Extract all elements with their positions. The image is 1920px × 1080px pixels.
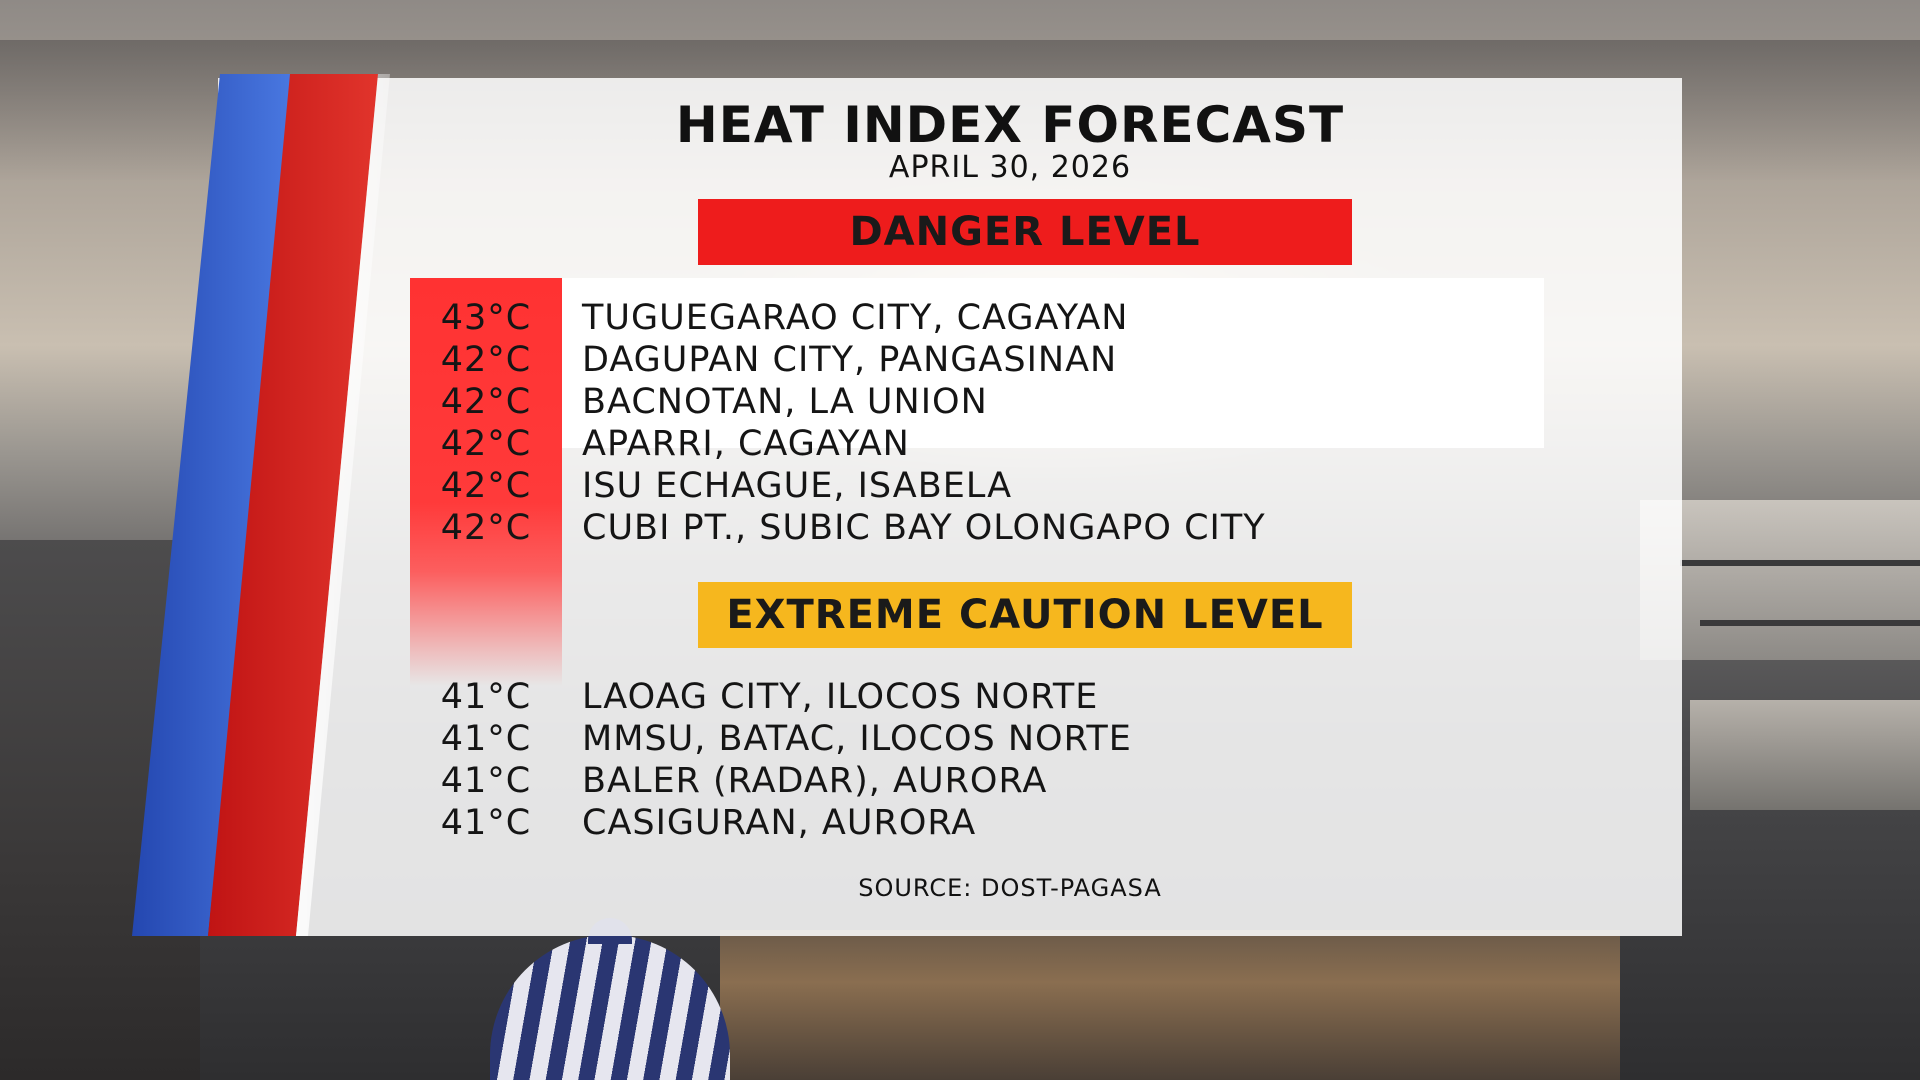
temperature-value: 42°C — [440, 340, 532, 380]
list-item: 42°C CUBI PT., SUBIC BAY OLONGAPO CITY — [410, 507, 1266, 549]
list-item: 42°C BACNOTAN, LA UNION — [410, 381, 988, 423]
fishpond-dyke — [1680, 560, 1920, 566]
fishpond-water — [1690, 700, 1920, 810]
temperature-column-highlight — [410, 278, 562, 686]
list-item: 41°C CASIGURAN, AURORA — [410, 802, 976, 844]
location-name: LAOAG CITY, ILOCOS NORTE — [582, 677, 1099, 717]
location-name: CASIGURAN, AURORA — [582, 803, 977, 843]
fishpond-dyke — [1700, 620, 1920, 626]
location-name: APARRI, CAGAYAN — [582, 424, 910, 464]
location-name: CUBI PT., SUBIC BAY OLONGAPO CITY — [582, 508, 1266, 548]
location-name: ISU ECHAGUE, ISABELA — [582, 466, 1013, 506]
list-item: 41°C BALER (RADAR), AURORA — [410, 760, 1047, 802]
list-item: 43°C TUGUEGARAO CITY, CAGAYAN — [410, 297, 1129, 339]
temperature-value: 41°C — [440, 677, 532, 717]
temperature-value: 42°C — [440, 466, 532, 506]
temperature-value: 41°C — [440, 719, 532, 759]
danger-list-highlight — [410, 278, 1544, 448]
temperature-value: 41°C — [440, 803, 532, 843]
list-item: 42°C APARRI, CAGAYAN — [410, 423, 910, 465]
danger-level-banner: DANGER LEVEL — [698, 199, 1352, 265]
temperature-value: 42°C — [440, 382, 532, 422]
temperature-value: 42°C — [440, 424, 532, 464]
striped-dome — [490, 935, 730, 1080]
location-name: BACNOTAN, LA UNION — [582, 382, 988, 422]
list-item: 42°C ISU ECHAGUE, ISABELA — [410, 465, 1012, 507]
location-name: MMSU, BATAC, ILOCOS NORTE — [582, 719, 1132, 759]
fishpond-water — [1640, 500, 1920, 660]
temperature-value: 41°C — [440, 761, 532, 801]
list-item: 41°C LAOAG CITY, ILOCOS NORTE — [410, 676, 1098, 718]
temperature-value: 42°C — [440, 508, 532, 548]
forecast-title: HEAT INDEX FORECAST — [675, 96, 1345, 154]
forecast-date: APRIL 30, 2026 — [888, 150, 1132, 185]
list-item: 41°C MMSU, BATAC, ILOCOS NORTE — [410, 718, 1132, 760]
location-name: DAGUPAN CITY, PANGASINAN — [582, 340, 1118, 380]
source-credit: SOURCE: DOST-PAGASA — [858, 874, 1162, 902]
extreme-caution-level-banner: EXTREME CAUTION LEVEL — [698, 582, 1352, 648]
location-name: TUGUEGARAO CITY, CAGAYAN — [582, 298, 1129, 338]
temperature-value: 43°C — [440, 298, 532, 338]
building-roof — [720, 930, 1620, 1080]
list-item: 42°C DAGUPAN CITY, PANGASINAN — [410, 339, 1117, 381]
location-name: BALER (RADAR), AURORA — [582, 761, 1048, 801]
